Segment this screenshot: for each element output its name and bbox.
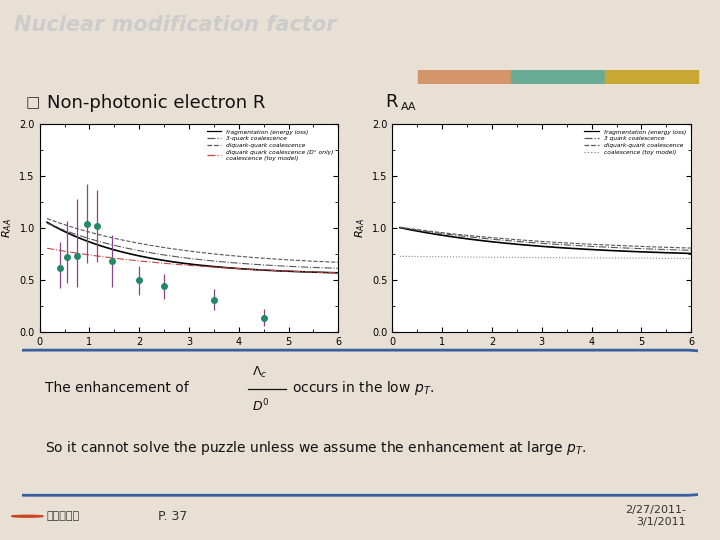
Text: AA: AA <box>401 102 417 112</box>
Text: $D^0$: $D^0$ <box>252 398 269 414</box>
Y-axis label: $R_{AA}$: $R_{AA}$ <box>353 218 366 238</box>
Text: occurs in the low $p_T$.: occurs in the low $p_T$. <box>292 379 435 397</box>
Text: The enhancement of: The enhancement of <box>45 381 189 395</box>
Text: R: R <box>385 93 397 111</box>
Bar <box>511 70 605 84</box>
Text: $\Lambda_c$: $\Lambda_c$ <box>252 365 267 380</box>
Text: So it cannot solve the puzzle unless we assume the enhancement at large $p_T$.: So it cannot solve the puzzle unless we … <box>45 440 587 457</box>
Text: 경북대학교: 경북대학교 <box>47 511 80 521</box>
Text: Nuclear modification factor: Nuclear modification factor <box>14 15 337 35</box>
Bar <box>605 70 698 84</box>
X-axis label: $p_T$ (GeV): $p_T$ (GeV) <box>518 353 566 367</box>
X-axis label: $p_T$ (GeV): $p_T$ (GeV) <box>165 353 213 367</box>
Text: 2/27/2011-
3/1/2011: 2/27/2011- 3/1/2011 <box>625 505 685 527</box>
Legend: fragmentation (energy loss), 3-quark coalescence, diquark-quark coalescence, diq: fragmentation (energy loss), 3-quark coa… <box>204 127 336 163</box>
Legend: fragmentation (energy loss), 3 quark coalescence, diquark-quark coalescence, coa: fragmentation (energy loss), 3 quark coa… <box>582 127 688 157</box>
Text: P. 37: P. 37 <box>158 510 188 523</box>
Text: Non-photonic electron R: Non-photonic electron R <box>47 93 265 112</box>
Bar <box>418 70 511 84</box>
Y-axis label: $R_{AA}$: $R_{AA}$ <box>0 218 14 238</box>
Circle shape <box>12 515 43 517</box>
FancyBboxPatch shape <box>8 350 705 495</box>
Text: □: □ <box>25 95 40 110</box>
